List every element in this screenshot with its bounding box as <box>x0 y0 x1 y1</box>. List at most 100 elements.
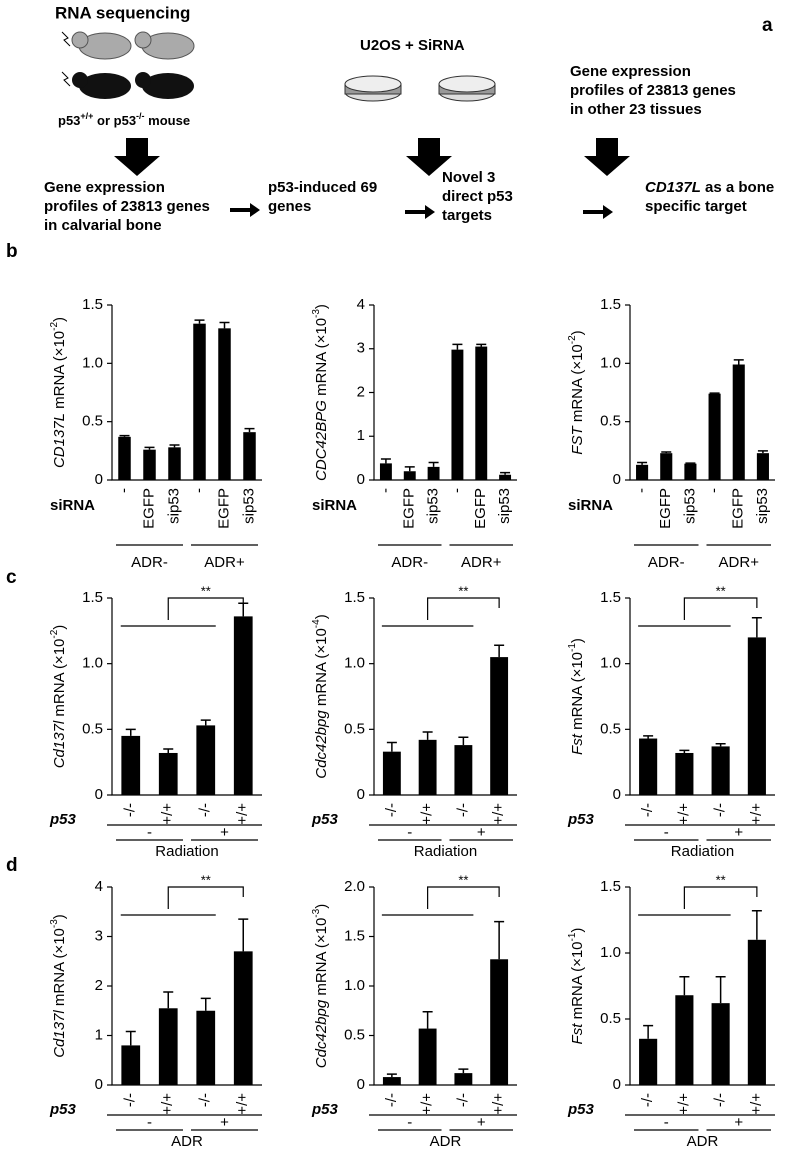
error-bar <box>733 359 744 365</box>
bar <box>382 1077 401 1085</box>
y-tick-label: 0.5 <box>344 720 365 737</box>
y-tick-label: 4 <box>357 296 365 313</box>
y-axis-label: Cdc42bpg mRNA (×10-3) <box>311 904 330 1068</box>
y-tick-label: 0 <box>357 471 365 488</box>
x-tick-label: EGFP <box>140 488 157 529</box>
group-label: - <box>147 1114 152 1131</box>
panel-letter: d <box>6 855 18 876</box>
error-bar <box>679 749 690 753</box>
bracket <box>427 597 500 620</box>
text-part: +/+ <box>80 111 93 121</box>
bar <box>233 951 253 1085</box>
x-tick-label: +/+ <box>675 1093 692 1115</box>
error-bar <box>163 748 174 753</box>
y-tick-label: 3 <box>95 927 103 944</box>
flow-text: Novel 3 <box>442 169 495 186</box>
bar <box>379 463 392 480</box>
bar <box>193 323 206 480</box>
x-tick-label: sip53 <box>681 488 698 524</box>
group-label: + <box>734 1114 743 1131</box>
bar <box>499 474 512 480</box>
bar <box>711 1003 730 1085</box>
x-tick-label: +/+ <box>159 1093 176 1115</box>
error-bar <box>219 321 230 329</box>
text-part: -2 <box>49 322 60 331</box>
x-tick-label: sip53 <box>425 488 442 524</box>
text-part: Fst <box>569 733 586 755</box>
text-part: FST <box>569 425 586 455</box>
text-part: mRNA (×10 <box>51 639 68 721</box>
text-part: -1 <box>567 643 578 652</box>
x-tick-label: -/- <box>454 1093 471 1107</box>
bar <box>708 393 721 480</box>
error-bar <box>458 736 469 746</box>
heading: profiles of 23813 genes <box>570 82 736 99</box>
bar <box>196 1010 216 1085</box>
text-part: mRNA (×10 <box>569 344 586 426</box>
panel-letter: c <box>6 567 17 588</box>
axis-label: p53 <box>49 1101 77 1118</box>
group-title: ADR <box>171 1133 203 1149</box>
group-label: - <box>407 824 412 841</box>
y-tick-label: 1 <box>95 1026 103 1043</box>
text-part: -3 <box>311 908 322 917</box>
text-part: -2 <box>567 335 578 344</box>
bar <box>454 745 473 795</box>
arrows <box>114 138 630 219</box>
x-tick-label: -/- <box>639 1093 656 1107</box>
x-tick-label: +/+ <box>675 803 692 825</box>
heading: RNA sequencing <box>55 3 190 22</box>
y-tick-label: 1.0 <box>600 354 621 371</box>
bar <box>639 1038 658 1085</box>
axis <box>629 305 775 481</box>
x-tick-label: - <box>633 488 650 493</box>
text-part: Cdc42bpg <box>313 999 330 1068</box>
text-part: -/- <box>136 111 145 121</box>
text-part: p53 <box>58 113 80 128</box>
bar <box>684 463 697 480</box>
text-part: Fst <box>569 1023 586 1045</box>
y-tick-label: 0 <box>613 786 621 803</box>
y-axis-label: CDC42BPG mRNA (×10-3) <box>311 304 330 481</box>
axis-label: siRNA <box>568 497 613 514</box>
y-tick-label: 1.0 <box>600 655 621 672</box>
y-tick-label: 1.5 <box>600 589 621 606</box>
group-label: + <box>477 824 486 841</box>
bar <box>403 471 416 480</box>
error-bar <box>422 1010 433 1029</box>
text-part: ) <box>313 614 330 619</box>
x-tick-label: +/+ <box>748 1093 765 1115</box>
y-axis-label: Cdc42bpg mRNA (×10-4) <box>311 614 330 778</box>
x-tick-label: -/- <box>383 803 400 817</box>
bar <box>168 447 181 480</box>
x-tick-label: -/- <box>383 1093 400 1107</box>
group-label: - <box>147 824 152 841</box>
text-part: CDC42BPG <box>313 400 330 481</box>
error-bar <box>244 427 255 433</box>
x-tick-label: -/- <box>639 803 656 817</box>
text-part: mRNA (×10 <box>569 941 586 1023</box>
significance: ** <box>458 583 468 598</box>
error-bar <box>476 343 487 347</box>
error-bar <box>238 918 249 952</box>
text-part: -3 <box>49 919 60 928</box>
y-tick-label: 0.5 <box>600 413 621 430</box>
y-tick-label: 0 <box>95 786 103 803</box>
bar <box>475 346 488 480</box>
axis <box>111 305 262 481</box>
error-bar <box>751 616 762 638</box>
bar <box>636 464 649 480</box>
bar <box>451 349 464 480</box>
text-part: ) <box>51 317 68 322</box>
group-title: Radiation <box>155 843 218 860</box>
error-bar <box>494 644 505 658</box>
x-tick-label: +/+ <box>490 1093 507 1115</box>
text-part: or p53 <box>93 113 136 128</box>
x-tick-label: -/- <box>712 1093 729 1107</box>
y-tick-label: 0.5 <box>82 413 103 430</box>
error-bar <box>422 731 433 740</box>
x-tick-label: EGFP <box>730 488 747 529</box>
x-tick-label: EGFP <box>657 488 674 529</box>
error-bar <box>643 1024 654 1039</box>
y-tick-label: 1.5 <box>600 878 621 895</box>
